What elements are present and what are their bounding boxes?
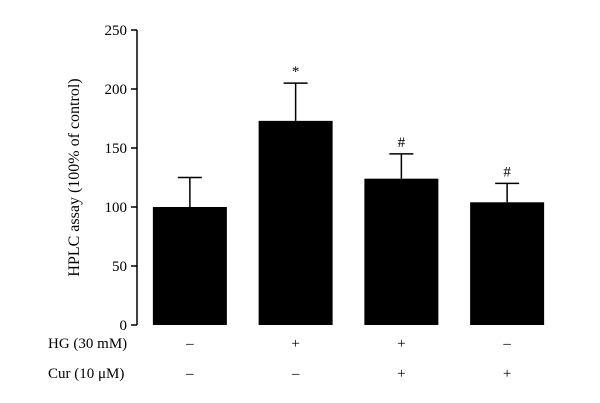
condition-mark: – <box>291 366 300 382</box>
y-tick-label: 100 <box>105 200 128 216</box>
significance-mark: * <box>292 64 300 80</box>
significance-mark: # <box>503 164 511 180</box>
significance-mark: # <box>398 135 406 151</box>
bar <box>258 120 333 325</box>
condition-row-label: HG (30 mM) <box>48 336 127 352</box>
chart-axes: 0 50 100 150 200 250 <box>105 23 138 334</box>
condition-mark: + <box>503 366 511 382</box>
bar <box>470 202 545 325</box>
condition-row-label: Cur (10 μM) <box>48 366 124 382</box>
y-tick-label: 150 <box>105 141 128 157</box>
condition-mark: – <box>185 366 194 382</box>
condition-mark: + <box>397 336 405 352</box>
y-axis-label: HPLC assay (100% of control) <box>66 78 83 276</box>
bar <box>364 178 439 325</box>
y-tick-label: 50 <box>112 259 127 275</box>
chart-bars <box>152 82 545 325</box>
condition-mark: + <box>291 336 299 352</box>
bar <box>152 207 227 325</box>
condition-mark: – <box>502 336 511 352</box>
y-tick-label: 250 <box>105 23 128 39</box>
y-tick-label: 0 <box>120 318 128 334</box>
condition-mark: – <box>185 336 194 352</box>
chart-labels: * # # HG (30 mM) – + + – Cur (10 μM) – – + + <box>48 64 511 382</box>
y-tick-label: 200 <box>105 82 128 98</box>
condition-mark: + <box>397 366 405 382</box>
